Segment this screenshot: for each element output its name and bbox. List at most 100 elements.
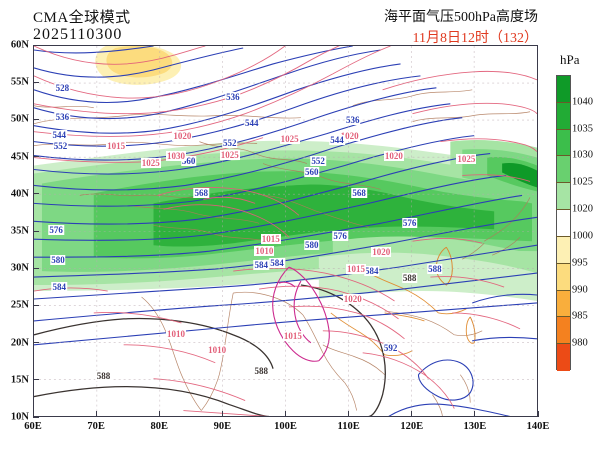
contour-label: 1020 [383,151,404,162]
latitude-tick-mark [33,342,39,344]
colorbar-tick-mark [556,101,571,103]
colorbar-tick-mark [556,289,571,291]
colorbar-tick-label: 1040 [572,96,593,108]
contour-label: 1015 [260,234,281,245]
colorbar-segment [557,290,570,318]
contour-label: 1025 [219,149,240,160]
longitude-tick-label: 140E [526,421,550,432]
contour-label: 1030 [166,151,187,162]
contour-label: 588 [95,371,112,382]
colorbar-segment [557,210,570,238]
contour-label: 568 [193,187,210,198]
colorbar-tick-label: 1030 [572,149,593,161]
valid-time: 11月8日12时（132） [412,31,538,46]
colorbar-tick-label: 980 [572,337,588,349]
latitude-tick-mark [33,81,39,83]
longitude-tick-mark [158,411,160,417]
grid-layer [34,46,537,416]
contour-label: 1020 [342,293,363,304]
colorbar-tick-label: 1035 [572,123,593,135]
contour-label: 1025 [456,154,477,165]
latitude-tick-mark [33,44,39,46]
contour-label: 576 [332,230,348,241]
latitude-tick-mark [33,156,39,158]
contour-label: 544 [51,129,67,140]
contour-label: 552 [52,140,69,151]
contour-label: 576 [401,218,418,229]
latitude-tick-mark [33,267,39,269]
model-run-time: 2025110300 [33,26,123,43]
longitude-tick-mark [285,411,286,417]
pressure-contour-layer [34,46,537,416]
longitude-tick-mark [348,411,350,417]
contour-label: 552 [221,138,238,149]
contour-label: 552 [310,155,326,166]
colorbar-segment [557,102,570,131]
contour-label: 1010 [166,328,187,339]
colorbar-tick-label: 985 [572,310,588,322]
contour-label: 560 [304,167,320,178]
latitude-axis: 60N 55N 50N 45N 40N 35N 30N 25N 20N 15N 10N [0,40,39,423]
height-contour-layer [34,46,537,416]
longitude-tick-label: 110E [337,421,360,432]
contour-label: 544 [244,117,260,128]
colorbar-tick-mark [556,128,571,130]
colorbar-segment [557,344,570,372]
map-plot-area[interactable]: 528 536 544 552 576 580 584 588 536 544 552 560 568 1… [33,45,538,417]
contour-label: 584 [253,260,269,271]
longitude-axis: 60E 70E 80E 90E 100E 110E 120E 130E 140E [24,411,549,441]
coastline-layer [34,89,531,416]
contour-label: 528 [54,83,71,94]
slp-shading [34,46,537,301]
contour-label: 1010 [207,344,228,355]
pressure-colorbar[interactable] [556,75,571,372]
colorbar-tick-mark [556,209,571,211]
colorbar-tick-label: 1020 [572,203,593,215]
longitude-tick-mark [411,411,413,417]
latitude-tick-mark [33,379,39,381]
colorbar-segment [557,76,570,104]
colorbar-tick-mark [556,182,571,184]
longitude-tick-label: 100E [274,421,297,432]
contour-label: 1015 [106,141,127,152]
longitude-tick-mark [32,411,34,417]
contour-label: 576 [48,224,64,235]
contour-label: 1010 [254,245,275,256]
contour-label: 580 [50,255,66,266]
longitude-tick-label: 80E [150,421,169,432]
latitude-tick-label: 30N [10,262,29,274]
latitude-tick-label: 20N [10,337,29,349]
latitude-tick-label: 45N [10,151,29,163]
contour-label: 588 [401,273,418,284]
model-name: CMA全球模式 [33,10,131,26]
latitude-tick-mark [33,230,39,232]
longitude-tick-mark [537,411,539,417]
colorbar-segment [557,236,570,265]
latitude-tick-label: 10N [10,411,29,423]
longitude-tick-label: 90E [213,421,232,432]
map-canvas [34,46,537,416]
colorbar-tick-label: 1025 [572,176,593,188]
latitude-tick-mark [33,118,39,120]
colorbar-tick-mark [556,235,571,237]
contour-label: 1020 [339,131,360,142]
field-title-block: 海平面气压500hPa高度场 11月8日12时（132） [384,6,538,47]
colorbar-tick-mark [556,343,571,345]
colorbar-tick-label: 1000 [572,230,593,242]
colorbar-tick-mark [556,155,571,157]
contour-label: 1020 [172,131,193,142]
contour-label: 588 [253,366,269,377]
longitude-tick-mark [221,411,223,417]
longitude-tick-label: 120E [400,421,424,432]
latitude-tick-mark [33,193,39,195]
latitude-tick-label: 35N [10,225,29,237]
contour-label: 1015 [345,264,366,275]
longitude-tick-mark [474,411,476,417]
latitude-tick-mark [33,416,39,418]
contour-label: 536 [345,115,361,126]
contour-label: 1020 [371,247,392,258]
colorbar-segment [557,129,570,157]
longitude-tick-label: 60E [24,421,42,432]
colorbar-segment [557,156,570,184]
contour-label: 580 [304,239,320,250]
